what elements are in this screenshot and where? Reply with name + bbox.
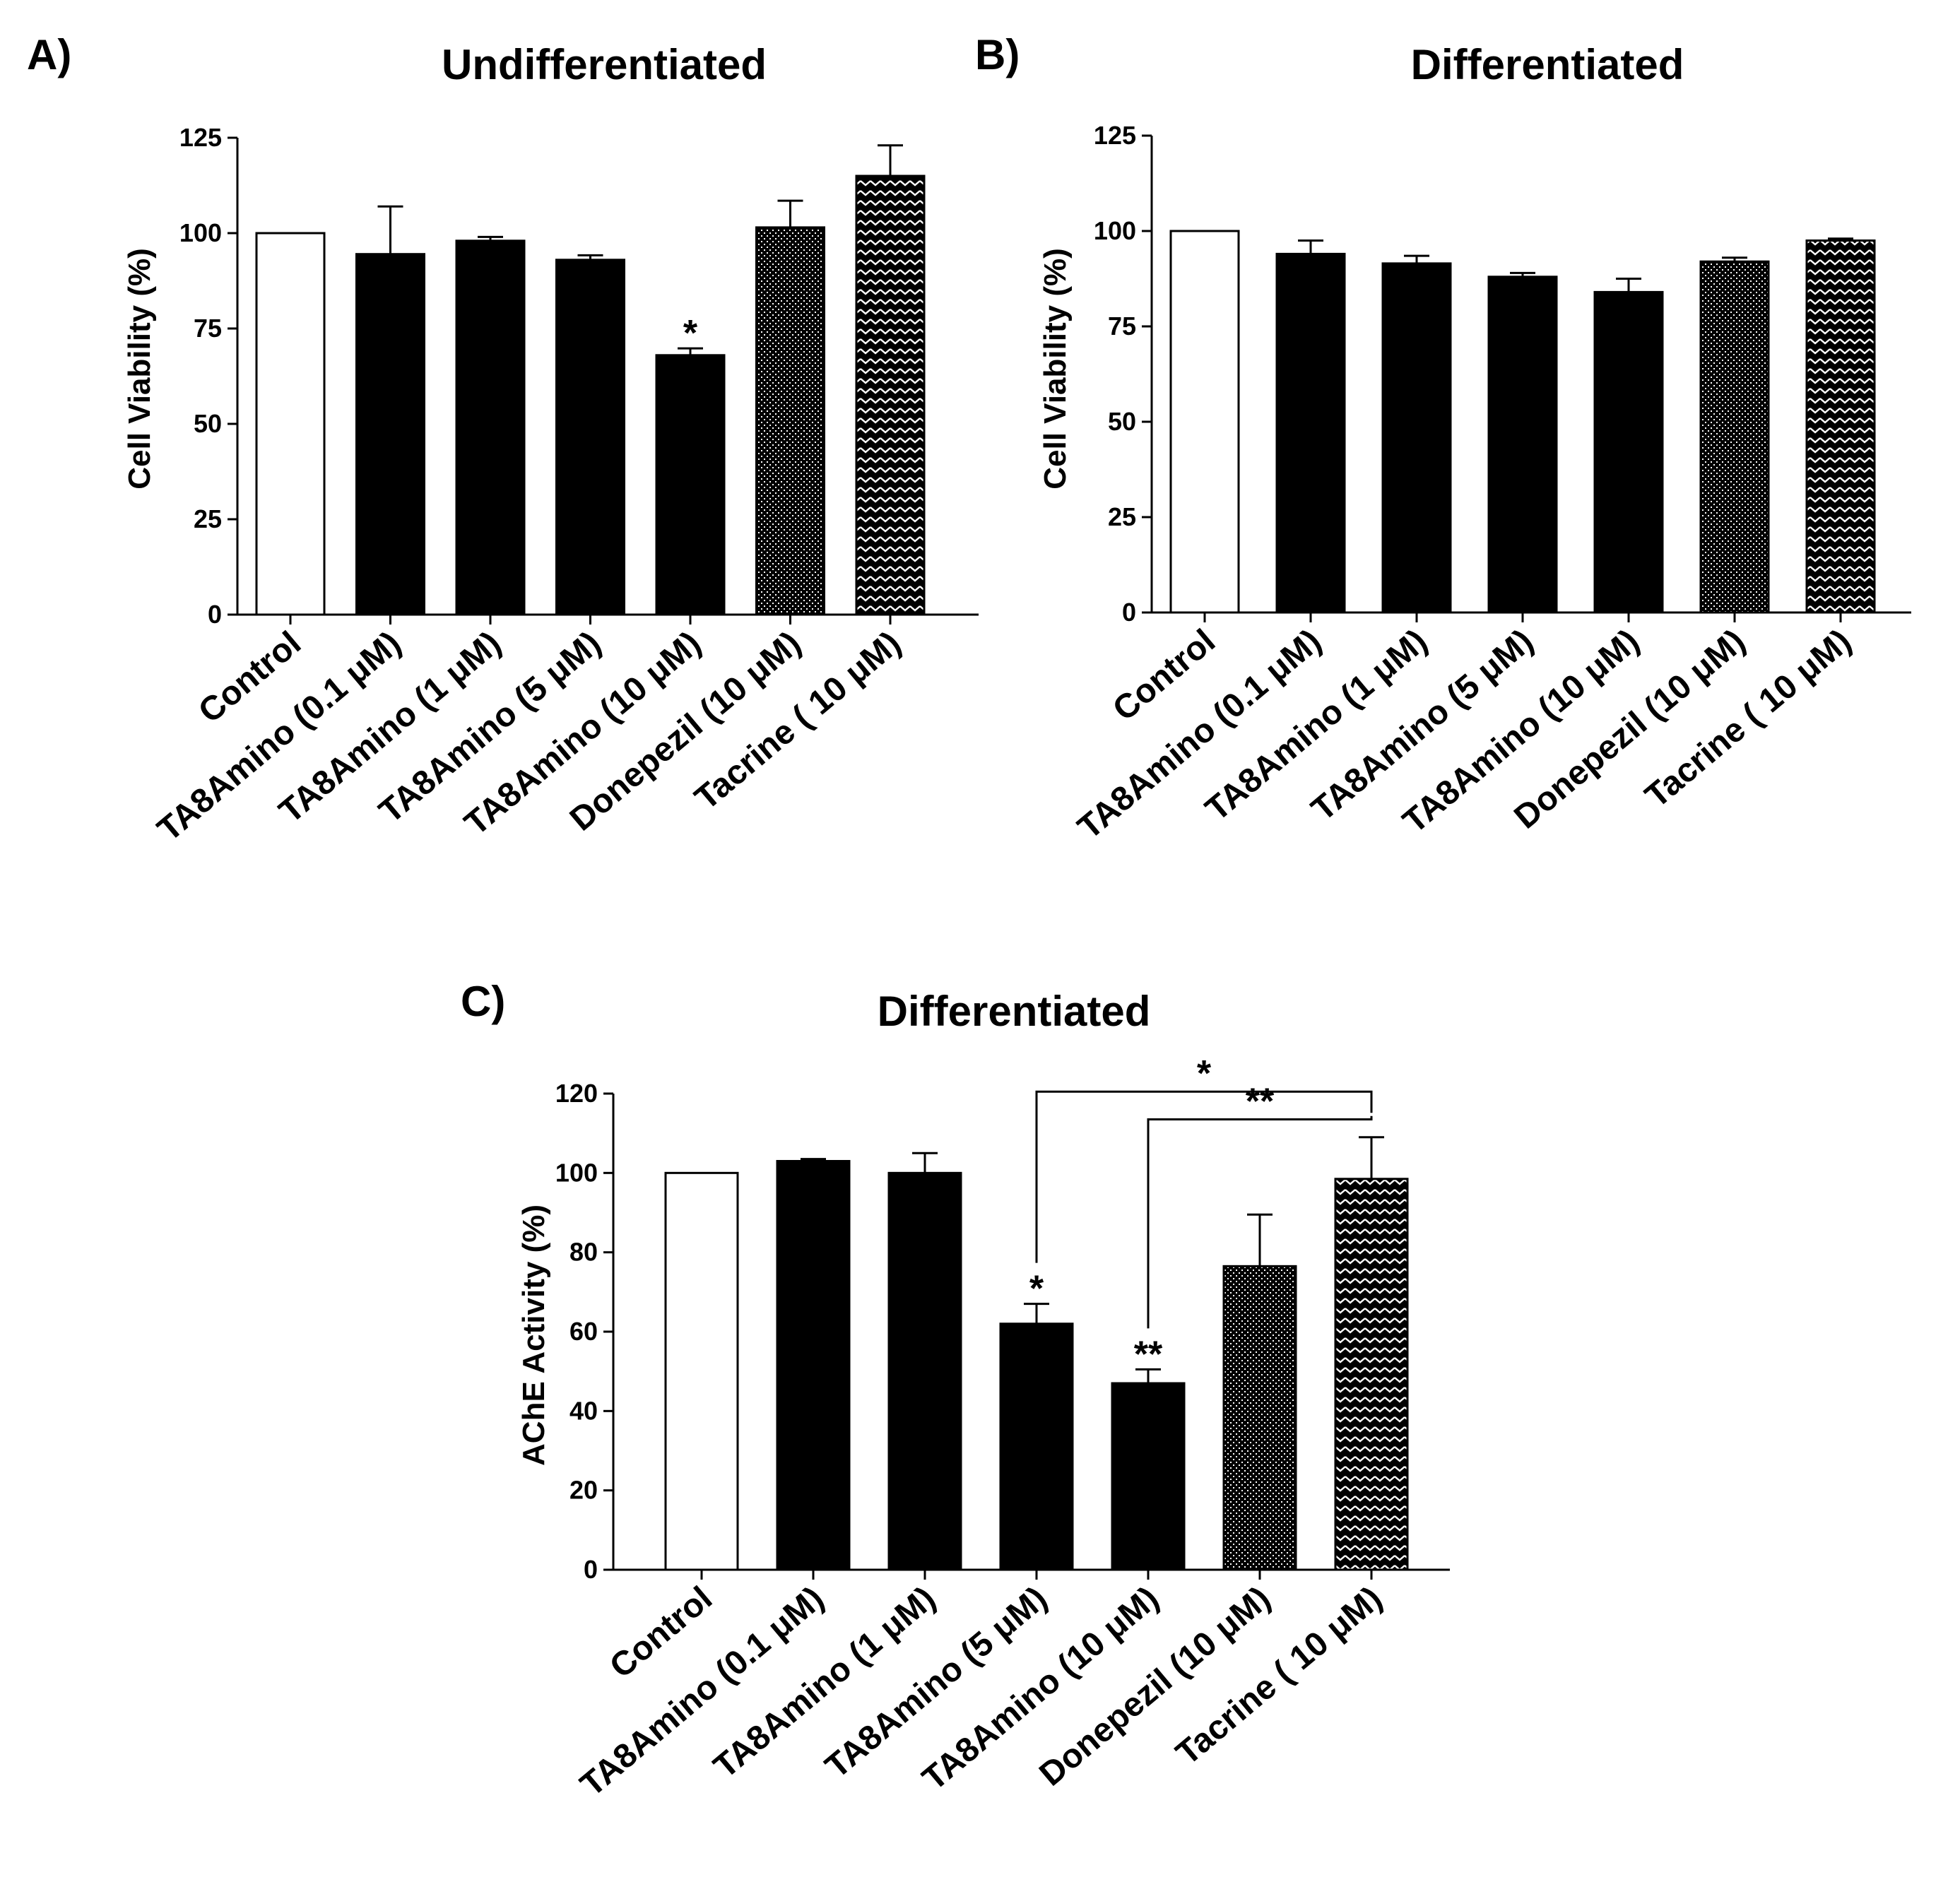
panel-b-y-tick-label: 125 bbox=[1094, 121, 1136, 150]
panel-b-y-axis-label: Cell Viability (%) bbox=[1038, 248, 1073, 490]
panel-a-bar-control bbox=[255, 232, 326, 616]
panel-b-label: B) bbox=[975, 31, 1020, 78]
panel-b-bar-control bbox=[1169, 230, 1240, 614]
panel-a-y-tick-label: 50 bbox=[194, 409, 222, 438]
panel-c-error-bars bbox=[801, 1136, 1384, 1384]
panel-b-bar-ta8amino-0-1-m bbox=[1275, 252, 1346, 614]
panel-c-bars bbox=[664, 1159, 1409, 1571]
panel-a-error-bars bbox=[377, 144, 903, 355]
panel-b-y-ticks: 0 25 50 75 100 125 bbox=[1094, 121, 1152, 627]
panel-b-y-tick-label: 0 bbox=[1122, 598, 1136, 627]
panel-c-y-ticks: 0 20 40 60 80 100 120 bbox=[555, 1079, 613, 1584]
panel-a-bar-donepezil-10-m bbox=[755, 226, 825, 616]
panel-c-bracket-label: ** bbox=[1246, 1082, 1275, 1123]
panel-a-annotations: * bbox=[683, 313, 698, 354]
panel-b: B) Differentiated Cell Viability (%) 0 25… bbox=[975, 31, 1911, 847]
panel-b-axes bbox=[1150, 136, 1911, 614]
panel-a-bar-ta8amino-5-m bbox=[555, 259, 625, 616]
panel-c-bracket bbox=[1147, 1115, 1373, 1329]
panel-b-y-tick-label: 50 bbox=[1108, 407, 1136, 436]
panel-b-bar-tacrine-10-m bbox=[1805, 239, 1876, 614]
panel-c-title: Differentiated bbox=[878, 988, 1151, 1035]
panel-c-category-label: Tacrine ( 10 μM) bbox=[1169, 1580, 1389, 1772]
panel-c-bar-control bbox=[664, 1171, 739, 1571]
panel-a-label: A) bbox=[27, 31, 71, 78]
panel-a: A) Undifferentiated Cell Viability (%) 0… bbox=[27, 31, 979, 849]
panel-c-axes bbox=[612, 1094, 1450, 1571]
panel-c-significance-mark: * bbox=[1029, 1269, 1044, 1310]
panel-a-bar-ta8amino-10-m bbox=[655, 354, 726, 616]
panel-b-bar-ta8amino-5-m bbox=[1487, 276, 1558, 614]
panel-b-title: Differentiated bbox=[1411, 41, 1684, 88]
panel-a-y-ticks: 0 25 50 75 100 125 bbox=[179, 123, 237, 629]
panel-b-bars bbox=[1169, 230, 1876, 614]
panel-b-y-tick-label: 75 bbox=[1108, 312, 1136, 341]
panel-a-y-tick-label: 25 bbox=[194, 504, 222, 533]
panel-c-bracket bbox=[1035, 1090, 1373, 1263]
panel-c-y-tick-label: 100 bbox=[555, 1158, 598, 1187]
panel-a-y-tick-label: 75 bbox=[194, 314, 222, 343]
panel-a-bar-ta8amino-0-1-m bbox=[355, 253, 425, 616]
panel-b-error-bars bbox=[1298, 237, 1853, 292]
panel-c-label: C) bbox=[461, 978, 505, 1025]
panel-a-y-tick-label: 125 bbox=[179, 123, 222, 152]
panel-a-bar-tacrine-10-m bbox=[855, 174, 926, 616]
panel-c-significance-brackets: *** bbox=[1035, 1053, 1373, 1329]
panel-a-y-tick-label: 0 bbox=[208, 600, 222, 629]
panel-c-y-tick-label: 20 bbox=[569, 1476, 598, 1505]
panel-c-y-axis-label: AChE Activity (%) bbox=[516, 1205, 551, 1466]
panel-c-bar-ta8amino-0-1-m bbox=[776, 1159, 851, 1571]
panel-a-y-tick-label: 100 bbox=[179, 218, 222, 247]
panel-c-y-tick-label: 0 bbox=[584, 1555, 598, 1584]
panel-c-significance-mark: ** bbox=[1134, 1334, 1163, 1375]
panel-a-title: Undifferentiated bbox=[442, 41, 767, 88]
panel-c: C) Differentiated AChE Activity (%) 0 20 4… bbox=[461, 978, 1450, 1804]
panel-c-bar-donepezil-10-m bbox=[1222, 1265, 1297, 1571]
panel-b-bar-ta8amino-1-m bbox=[1381, 262, 1452, 614]
panel-c-bar-ta8amino-1-m bbox=[887, 1171, 962, 1571]
panel-c-bracket-label: * bbox=[1197, 1053, 1212, 1094]
panel-a-bar-ta8amino-1-m bbox=[455, 239, 526, 616]
panel-c-annotations: *** bbox=[1029, 1269, 1163, 1375]
panel-c-y-tick-label: 40 bbox=[569, 1396, 598, 1425]
panel-a-significance-mark: * bbox=[683, 313, 698, 354]
panel-c-bar-ta8amino-5-m bbox=[999, 1322, 1074, 1571]
panel-c-bar-ta8amino-10-m bbox=[1111, 1382, 1186, 1571]
panel-b-y-tick-label: 25 bbox=[1108, 502, 1136, 531]
panel-c-y-tick-label: 120 bbox=[555, 1079, 598, 1108]
panel-c-bar-tacrine-10-m bbox=[1334, 1178, 1409, 1571]
panel-b-bar-donepezil-10-m bbox=[1699, 260, 1770, 614]
panel-c-y-tick-label: 60 bbox=[569, 1317, 598, 1346]
panel-a-axes bbox=[236, 138, 979, 616]
panel-a-bars bbox=[255, 174, 926, 616]
panel-a-y-axis-label: Cell Viability (%) bbox=[122, 248, 157, 490]
panel-c-y-tick-label: 80 bbox=[569, 1238, 598, 1267]
panel-b-y-tick-label: 100 bbox=[1094, 216, 1136, 245]
panel-b-bar-ta8amino-10-m bbox=[1593, 290, 1664, 614]
